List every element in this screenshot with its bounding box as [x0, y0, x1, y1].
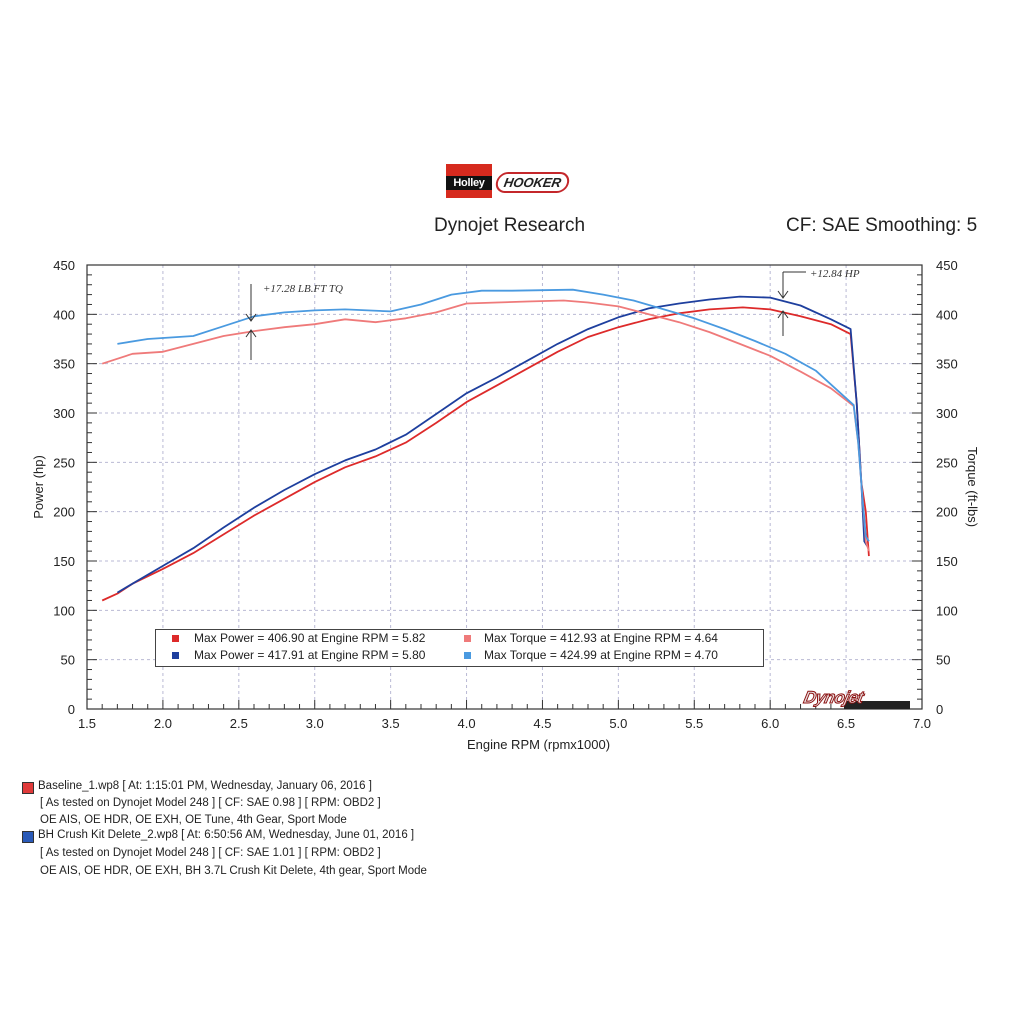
legend-swatch-crush-power	[172, 652, 179, 659]
annotation-power-arrowhead-bottom	[777, 310, 789, 319]
legend-row: Max Power = 406.90 at Engine RPM = 5.82 …	[156, 630, 763, 647]
run-test-baseline: [ As tested on Dynojet Model 248 ] [ CF:…	[40, 797, 381, 809]
y-right-tick-label: 350	[936, 357, 958, 372]
legend-crush-torque: Max Torque = 424.99 at Engine RPM = 4.70	[484, 648, 718, 662]
run-swatch-crush	[22, 831, 34, 843]
y-right-tick-label: 450	[936, 258, 958, 273]
x-tick-label: 6.5	[837, 716, 855, 731]
x-tick-label: 2.0	[154, 716, 172, 731]
y-right-tick-label: 150	[936, 554, 958, 569]
y-left-tick-label: 450	[53, 258, 75, 273]
y-right-axis-label: Torque (ft-lbs)	[965, 447, 980, 527]
annotation-power-gain: +12.84 HP	[810, 268, 860, 280]
dynojet-wordmark: Dynojet	[802, 688, 866, 708]
legend-swatch-crush-torque	[464, 652, 471, 659]
series-lines	[101, 288, 870, 602]
run-info: Baseline_1.wp8 [ At: 1:15:01 PM, Wednesd…	[0, 774, 470, 878]
legend-baseline-power: Max Power = 406.90 at Engine RPM = 5.82	[194, 631, 426, 645]
legend-crush-power: Max Power = 417.91 at Engine RPM = 5.80	[194, 648, 426, 662]
x-tick-label: 5.5	[685, 716, 703, 731]
legend-swatch-baseline-power	[172, 635, 179, 642]
x-tick-label: 7.0	[913, 716, 931, 731]
axes: 1.5 2.0 2.5 3.0 3.5 4.0 4.5 5.0 5.5 6.0 6.5 7.0 0 50 1…	[31, 258, 980, 752]
x-tick-label: 1.5	[78, 716, 96, 731]
x-tick-label: 3.5	[382, 716, 400, 731]
y-right-tick-label: 0	[936, 702, 943, 717]
y-left-tick-label: 350	[53, 357, 75, 372]
legend-swatch-baseline-torque	[464, 635, 471, 642]
report-title: Dynojet Research	[434, 215, 586, 236]
series-crush-power	[116, 295, 869, 594]
series-crush-torque	[117, 288, 870, 542]
series-baseline-torque	[101, 299, 870, 552]
run-config-baseline: OE AIS, OE HDR, OE EXH, OE Tune, 4th Gea…	[40, 814, 347, 826]
y-right-tick-label: 250	[936, 455, 958, 470]
brand-logos: Holley HOOKER	[446, 164, 586, 200]
y-left-tick-label: 0	[68, 702, 75, 717]
y-right-tick-label: 200	[936, 505, 958, 520]
y-left-axis-label: Power (hp)	[31, 455, 46, 519]
run-config-crush: OE AIS, OE HDR, OE EXH, BH 3.7L Crush Ki…	[40, 865, 427, 877]
plot-frame	[86, 264, 923, 710]
x-tick-label: 4.0	[458, 716, 476, 731]
y-right-tick-label: 300	[936, 406, 958, 421]
y-left-tick-label: 50	[61, 653, 75, 668]
chart-legend: Max Power = 406.90 at Engine RPM = 5.82 …	[155, 629, 764, 667]
x-tick-label: 5.0	[609, 716, 627, 731]
y-left-tick-label: 300	[53, 406, 75, 421]
y-left-tick-label: 100	[53, 603, 75, 618]
y-left-tick-label: 150	[53, 554, 75, 569]
holley-wordmark: Holley	[446, 176, 492, 190]
y-left-tick-label: 200	[53, 505, 75, 520]
y-right-tick-label: 100	[936, 603, 958, 618]
legend-row: Max Power = 417.91 at Engine RPM = 5.80 …	[156, 647, 763, 664]
x-tick-label: 3.0	[306, 716, 324, 731]
correction-info: CF: SAE Smoothing: 5	[786, 215, 978, 236]
run-file-crush: BH Crush Kit Delete_2.wp8 [ At: 6:50:56 …	[38, 829, 415, 841]
run-test-crush: [ As tested on Dynojet Model 248 ] [ CF:…	[40, 847, 381, 859]
x-axis-label: Engine RPM (rpmx1000)	[467, 737, 610, 752]
annotation-torque-arrowhead-top	[245, 313, 257, 322]
x-tick-label: 4.5	[533, 716, 551, 731]
holley-logo: Holley	[446, 164, 492, 198]
x-tick-label: 2.5	[230, 716, 248, 731]
run-swatch-baseline	[22, 782, 34, 794]
annotation-torque-gain: +17.28 LB.FT TQ	[263, 283, 343, 295]
y-left-tick-label: 250	[53, 455, 75, 470]
annotation-power-arrowhead-top	[777, 290, 789, 299]
dynojet-watermark: Dynojet	[802, 688, 910, 709]
x-tick-label: 6.0	[761, 716, 779, 731]
series-baseline-power	[101, 306, 870, 602]
annotation-torque-arrowhead-bottom	[245, 329, 257, 338]
y-right-tick-label: 50	[936, 653, 950, 668]
run-file-baseline: Baseline_1.wp8 [ At: 1:15:01 PM, Wednesd…	[38, 780, 372, 792]
y-right-tick-label: 400	[936, 307, 958, 322]
dynojet-bar	[844, 701, 910, 709]
y-left-tick-label: 400	[53, 307, 75, 322]
annotations: +17.28 LB.FT TQ +12.84 HP	[245, 268, 860, 360]
legend-baseline-torque: Max Torque = 412.93 at Engine RPM = 4.64	[484, 631, 718, 645]
